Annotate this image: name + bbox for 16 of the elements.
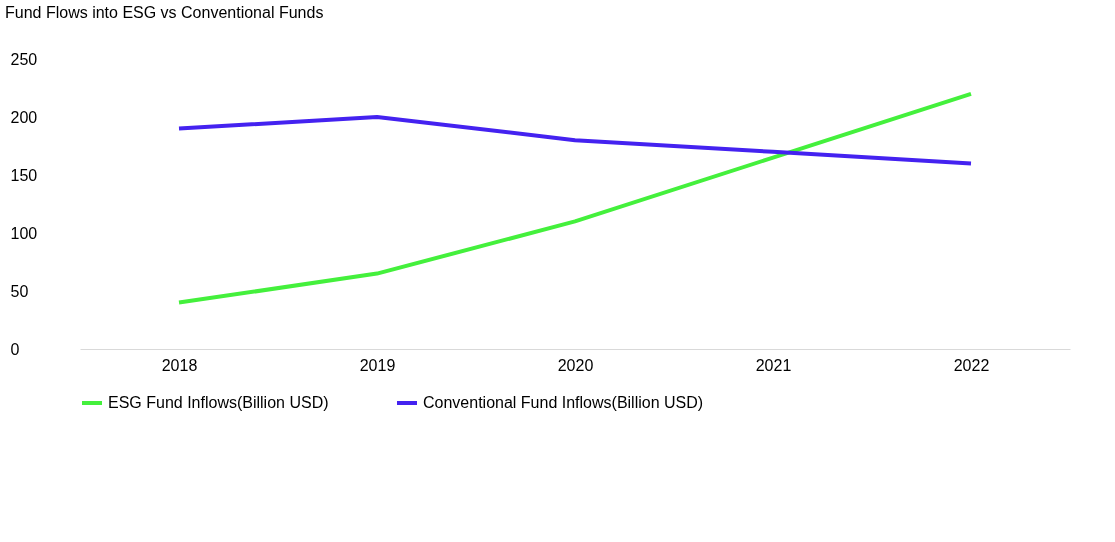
x-tick-label: 2021: [755, 356, 792, 374]
y-tick-label: 200: [10, 108, 38, 126]
y-tick-label: 0: [10, 340, 20, 358]
line-series: [177, 91, 973, 305]
y-tick-label: 250: [10, 50, 38, 68]
legend-label: ESG Fund Inflows(Billion USD): [108, 394, 329, 411]
legend-label: Conventional Fund Inflows(Billion USD): [423, 394, 704, 411]
x-tick-label: 2022: [953, 356, 990, 374]
x-tick-label: 2018: [161, 356, 198, 374]
y-tick-label: 100: [10, 224, 38, 242]
line-series: [177, 115, 973, 166]
x-tick-label: 2020: [557, 356, 594, 374]
chart-title: Fund Flows into ESG vs Conventional Funds: [5, 4, 324, 21]
x-tick-label: 2019: [359, 356, 396, 374]
y-tick-label: 150: [10, 166, 38, 184]
y-tick-label: 50: [10, 282, 29, 300]
